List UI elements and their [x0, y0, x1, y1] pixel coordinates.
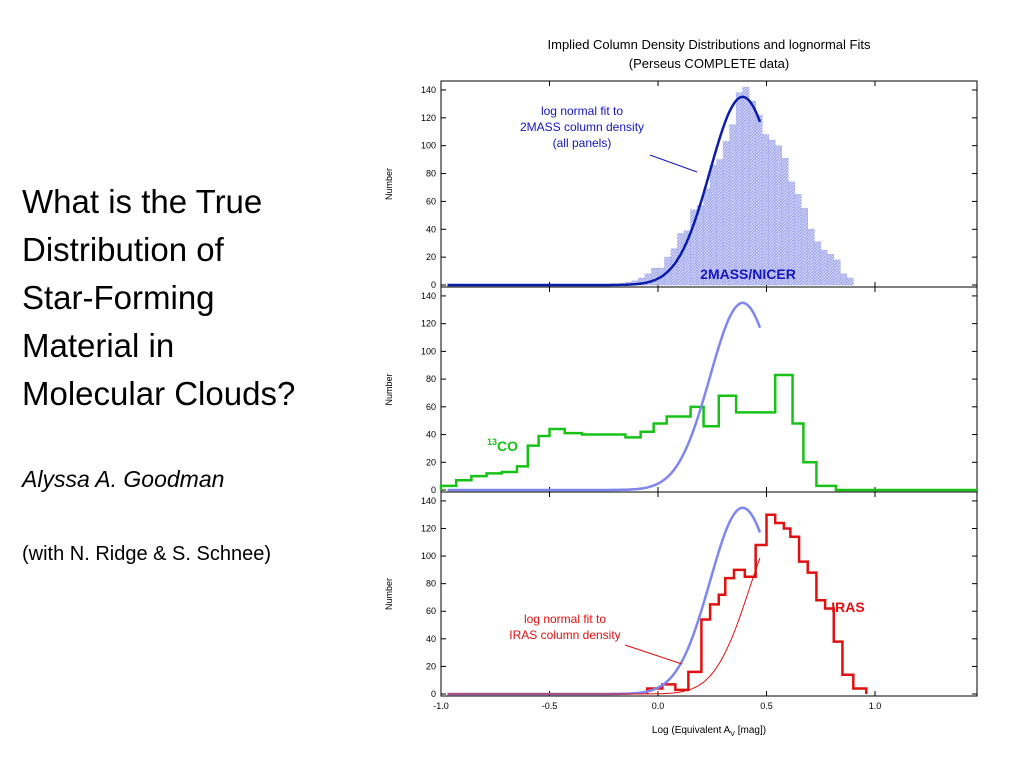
x-tick-label: 1.0: [869, 701, 882, 711]
annotation-2mass: 2MASS column density: [520, 120, 644, 134]
annotation-leader-line: [624, 644, 683, 665]
y-tick-label: 0: [431, 485, 436, 495]
annotation-iras: IRAS column density: [509, 628, 620, 642]
y-tick-label: 20: [426, 457, 436, 467]
y-tick-label: 60: [426, 402, 436, 412]
histogram-bar: [800, 208, 808, 286]
y-tick-label: 140: [421, 291, 436, 301]
y-tick-label: 100: [421, 346, 436, 356]
y-axis-label: Number: [384, 373, 394, 405]
histogram-bar: [748, 100, 756, 286]
chart-title: Implied Column Density Distributions and…: [548, 37, 871, 52]
histogram-bar: [768, 139, 776, 286]
histogram-bar: [774, 145, 782, 286]
annotation-2mass: log normal fit to: [541, 104, 623, 118]
y-axis-label: Number: [384, 578, 394, 610]
y-tick-label: 120: [421, 113, 436, 123]
y-tick-label: 100: [421, 551, 436, 561]
lognormal-fit-curve: [447, 95, 762, 287]
y-tick-label: 60: [426, 196, 436, 206]
histogram-bar: [735, 92, 743, 286]
histogram-bar: [755, 114, 763, 286]
x-tick-label: -1.0: [433, 701, 449, 711]
x-tick-label: 0.5: [760, 701, 773, 711]
x-tick-label: -0.5: [542, 701, 558, 711]
y-tick-label: 80: [426, 169, 436, 179]
x-axis-label: Log (Equivalent AV [mag]): [652, 725, 766, 738]
y-tick-label: 40: [426, 430, 436, 440]
slide-coauthors: (with N. Ridge & S. Schnee): [22, 543, 271, 565]
slide-title: What is the True Distribution of Star-Fo…: [22, 183, 296, 412]
chart-panels: 0 20 40 60 80 100 120 140 Number 2MASS/NICER log n…: [384, 80, 978, 711]
histogram-bar: [813, 241, 822, 286]
histogram-bar: [833, 259, 841, 286]
y-tick-label: 120: [421, 523, 436, 533]
y-tick-label: 140: [421, 85, 436, 95]
panel-3-frame: [440, 491, 978, 697]
annotation-iras: log normal fit to: [524, 612, 606, 626]
histogram-bar: [820, 249, 828, 286]
y-tick-label: 0: [431, 689, 436, 699]
histogram-bar: [827, 254, 835, 286]
lognormal-fit-curve: [447, 506, 762, 696]
panel-2-frame: [440, 286, 978, 493]
y-axis-label: Number: [384, 168, 394, 200]
lognormal-fit-curve: [447, 557, 761, 695]
panel-label-2mass: 2MASS/NICER: [700, 266, 796, 282]
histogram-bar: [846, 277, 854, 286]
histogram-step: [645, 513, 868, 694]
histogram-bar: [729, 124, 737, 286]
y-tick-label: 100: [421, 141, 436, 151]
histogram-bar: [761, 134, 769, 286]
histogram-bar: [651, 268, 659, 286]
y-tick-label: 40: [426, 634, 436, 644]
panel-label-13co: 13CO: [487, 437, 518, 454]
panel-label-iras: IRAS: [831, 599, 864, 615]
y-tick-label: 120: [421, 319, 436, 329]
slide-author: Alyssa A. Goodman: [22, 466, 225, 492]
annotation-2mass: (all panels): [553, 136, 612, 150]
y-tick-label: 80: [426, 579, 436, 589]
y-tick-label: 80: [426, 374, 436, 384]
y-tick-label: 0: [431, 280, 436, 290]
x-tick-label: 0.0: [652, 701, 665, 711]
y-tick-label: 140: [421, 496, 436, 506]
annotation-leader-line: [649, 154, 698, 173]
histogram-bar: [840, 273, 848, 286]
y-tick-label: 60: [426, 606, 436, 616]
y-tick-label: 20: [426, 252, 436, 262]
histogram-step: [439, 373, 977, 492]
y-tick-label: 20: [426, 661, 436, 671]
chart-subtitle: (Perseus COMPLETE data): [629, 56, 789, 71]
histogram-bar: [722, 141, 730, 286]
y-tick-label: 40: [426, 224, 436, 234]
histogram-bar: [742, 86, 750, 286]
histogram-bar: [807, 229, 815, 286]
lognormal-fit-curve: [447, 301, 762, 492]
